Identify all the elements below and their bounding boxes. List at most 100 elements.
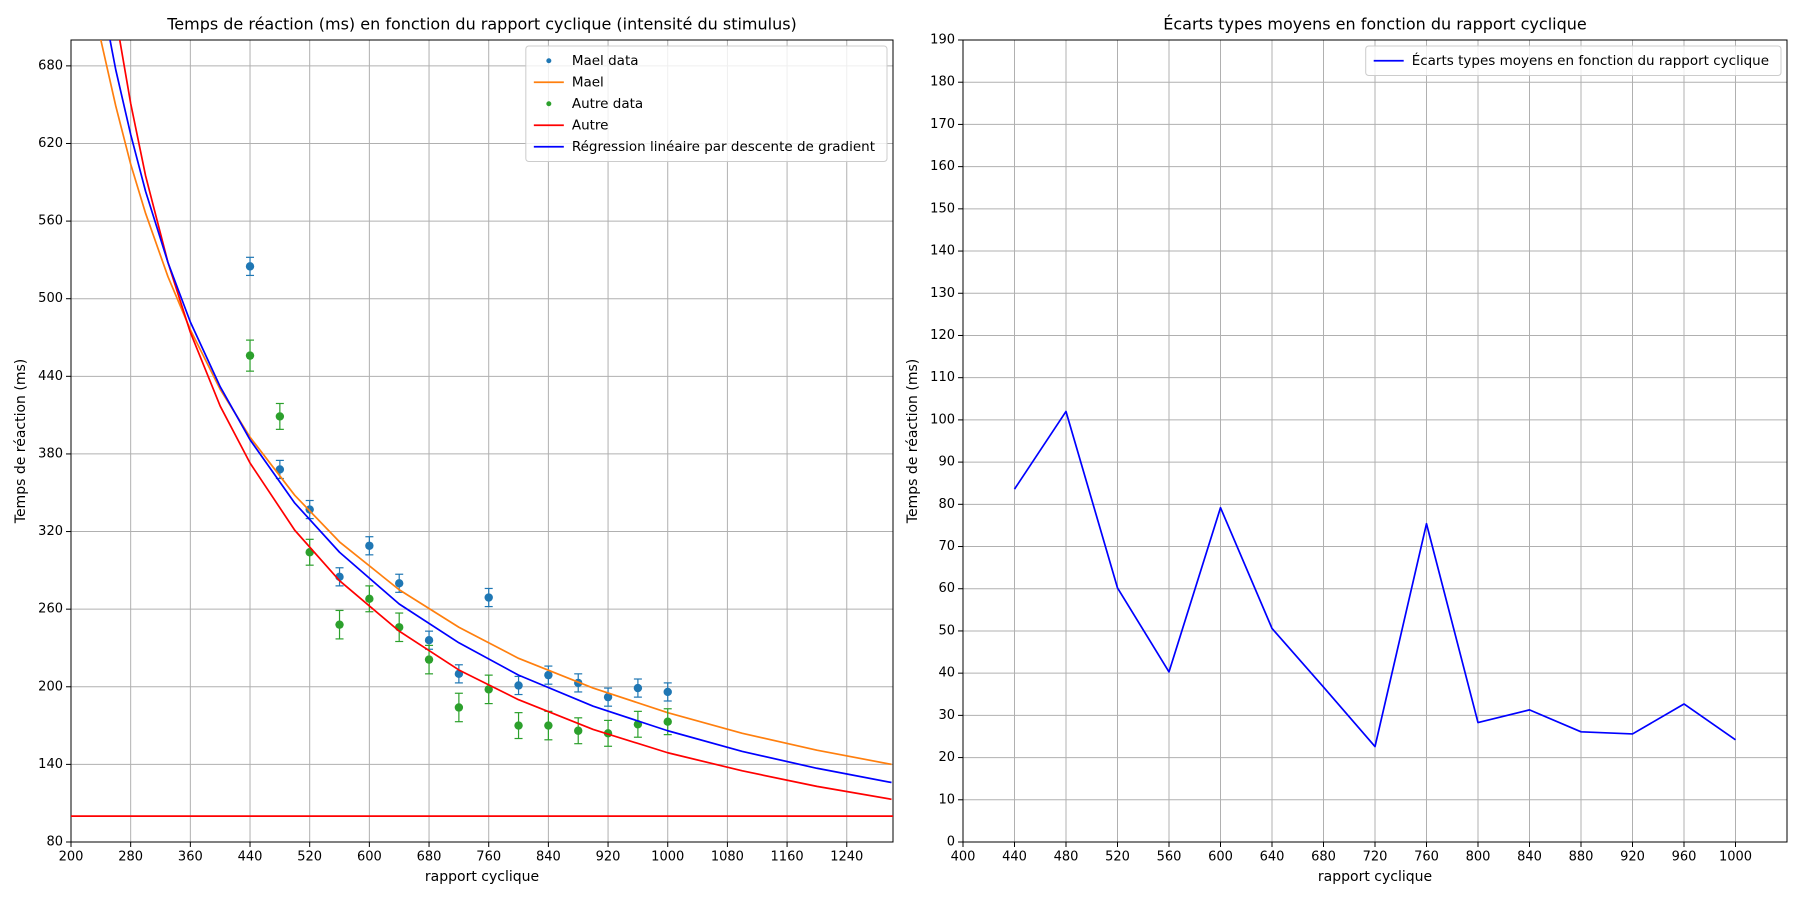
x-tick-label: 200 [59,850,84,865]
series-line [1013,410,1736,748]
legend-label: Autre [572,117,609,133]
data-point [574,726,583,735]
legend-label: Écarts types moyens en fonction du rappo… [1412,52,1769,69]
legend: Mael data Mael Autre data Autre Régression l… [525,45,888,162]
legend-label: Mael [572,74,604,90]
data-point [544,721,553,730]
y-axis-label: Temps de réaction (ms) [905,359,921,524]
y-tick-label: 110 [930,370,955,385]
series-line [100,40,892,766]
series-line [118,40,892,801]
y-tick-label: 140 [38,757,63,772]
axes: 400 440 480 520 560 600 640 680 720 760 800 840 880 9… [930,33,1788,865]
x-tick-label: 680 [417,850,442,865]
y-tick-label: 500 [38,291,63,306]
x-tick-label: 840 [1517,850,1542,865]
y-tick-label: 60 [938,581,955,596]
data-point [245,351,255,360]
x-tick-label: 520 [1105,850,1130,865]
data-point [424,655,434,664]
legend-box [525,45,888,162]
y-tick-label: 90 [938,455,955,470]
axes: 200 280 360 440 520 600 680 760 840 920 1000 1080 11… [38,39,894,865]
plot-area [71,40,893,817]
y-tick-label: 130 [930,286,955,301]
x-tick-label: 800 [1466,850,1491,865]
y-tick-label: 10 [938,792,955,807]
data-point [365,541,374,550]
chart-title: Temps de réaction (ms) en fonction du ra… [166,15,797,34]
x-tick-label: 680 [1311,850,1336,865]
data-point [633,683,643,693]
x-tick-label: 1000 [651,850,684,865]
y-tick-label: 80 [46,835,63,850]
plot-area [1013,410,1736,748]
y-tick-label: 620 [38,136,63,151]
x-tick-label: 1080 [711,850,744,865]
x-tick-label: 400 [951,850,976,865]
y-tick-label: 440 [38,369,63,384]
data-point [544,670,553,680]
y-tick-label: 320 [38,524,63,539]
x-axis-label: rapport cyclique [1318,869,1432,885]
y-tick-label: 170 [930,117,955,132]
legend-swatch [546,101,552,107]
x-tick-label: 880 [1569,850,1594,865]
y-tick-label: 560 [38,214,63,229]
y-tick-label: 180 [930,75,955,90]
y-tick-label: 190 [930,33,955,48]
x-tick-label: 920 [596,850,621,865]
y-tick-label: 20 [938,750,955,765]
y-tick-label: 80 [938,497,955,512]
y-tick-label: 0 [947,835,955,850]
data-point [275,412,285,421]
legend-label: Mael data [572,53,639,69]
y-tick-label: 50 [938,623,955,638]
data-point [454,703,464,712]
y-tick-label: 120 [930,328,955,343]
x-tick-label: 1240 [830,850,863,865]
data-point [663,687,672,697]
y-tick-label: 30 [938,708,955,723]
legend-box [1365,45,1782,76]
data-point [603,692,613,702]
y-tick-label: 260 [38,602,63,617]
x-tick-label: 1000 [1719,850,1752,865]
x-tick-label: 360 [178,850,203,865]
x-tick-label: 440 [1002,850,1027,865]
data-point [484,593,493,602]
y-tick-label: 40 [938,666,955,681]
y-tick-label: 70 [938,539,955,554]
legend-swatch [546,58,552,64]
x-tick-label: 600 [1208,850,1233,865]
y-tick-label: 160 [930,159,955,174]
x-tick-label: 760 [476,850,501,865]
x-tick-label: 640 [1260,850,1285,865]
y-tick-label: 140 [930,244,955,259]
x-tick-label: 720 [1363,850,1388,865]
data-point [663,717,672,726]
y-axis-label: Temps de réaction (ms) [13,359,29,524]
y-tick-label: 100 [930,412,955,427]
x-tick-label: 960 [1672,850,1697,865]
x-tick-label: 520 [297,850,322,865]
x-tick-label: 840 [536,850,561,865]
data-point [395,579,404,588]
x-tick-label: 560 [1157,850,1182,865]
data-point [245,262,255,271]
data-point [275,465,285,474]
y-tick-label: 200 [38,679,63,694]
chart-title: Écarts types moyens en fonction du rappo… [1163,15,1586,34]
x-tick-label: 280 [118,850,143,865]
legend-label: Autre data [572,96,643,112]
y-tick-label: 680 [38,58,63,73]
x-tick-label: 1160 [771,850,804,865]
series-line [109,40,892,784]
x-tick-label: 920 [1620,850,1645,865]
y-tick-label: 150 [930,201,955,216]
y-tick-label: 380 [38,446,63,461]
legend-label: Régression linéaire par descente de grad… [572,139,875,155]
data-point [484,685,493,694]
